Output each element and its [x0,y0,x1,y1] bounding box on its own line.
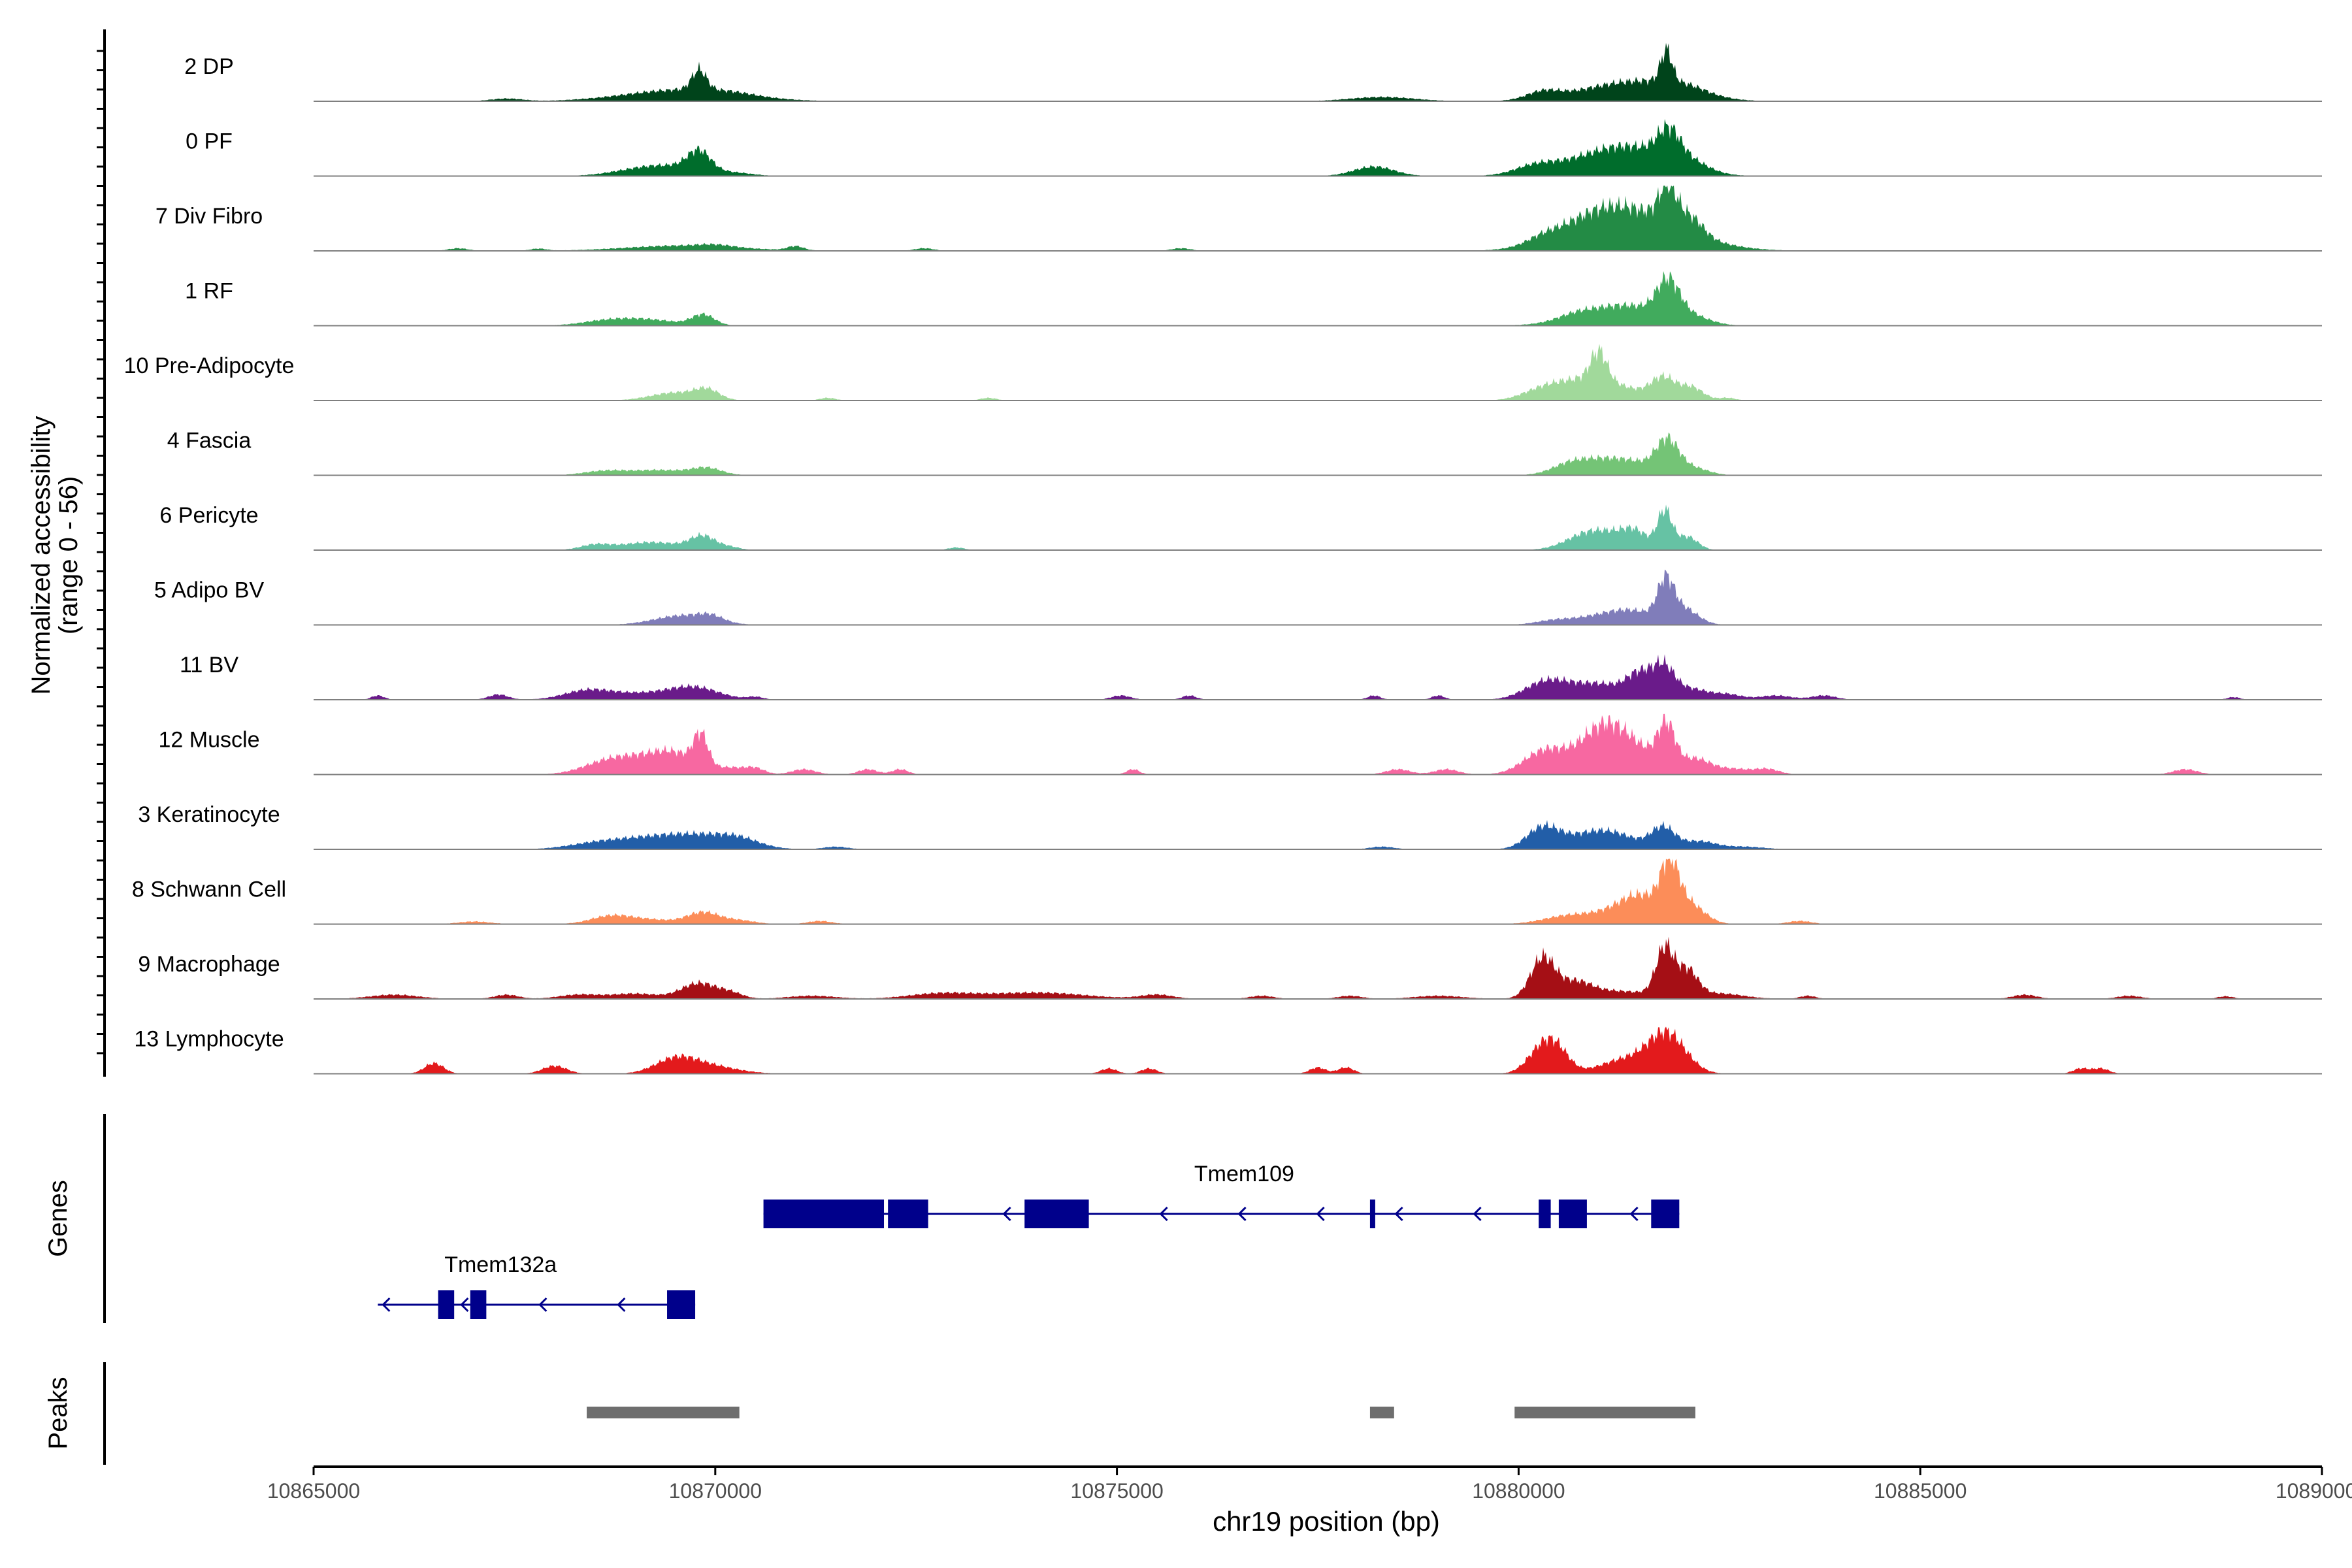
coverage-area [314,713,2322,775]
track-label: 4 Fascia [167,429,252,453]
gene-annotations: Tmem109 Tmem132a [378,1162,1680,1319]
track: 2 DP [184,42,2322,102]
genes-axis-label: Genes [44,1180,73,1257]
track-label: 13 Lymphocyte [134,1027,284,1052]
track-label: 9 Macrophage [138,952,280,977]
x-tick-label: 10870000 [669,1479,762,1503]
track: 6 Pericyte [159,503,2322,551]
track-label: 8 Schwann Cell [132,877,286,902]
track: 4 Fascia [167,429,2322,476]
x-tick-label: 10875000 [1070,1479,1163,1503]
track: 8 Schwann Cell [132,858,2322,925]
coverage-area [314,1026,2322,1074]
strand-arrow [538,1297,547,1313]
strand-arrow [1316,1206,1325,1222]
x-axis-label: chr19 position (bp) [1213,1506,1440,1537]
strand-arrow [1002,1206,1011,1222]
coverage-tracks: 2 DP 0 PF 7 Div Fibro 1 RF 10 Pre-Adipocyte 4… [124,42,2322,1075]
track-label: 5 Adipo BV [154,578,265,603]
exon-block [888,1200,928,1228]
track: 3 Keratinocyte [138,802,2322,850]
exon-block [1539,1200,1551,1228]
gene-model: Tmem109 [763,1162,1680,1228]
coverage-area [314,858,2322,924]
strand-arrow [1473,1206,1482,1222]
coverage-area [314,432,2322,476]
strand-arrow [1629,1206,1639,1222]
coverage-area [314,271,2322,326]
strand-arrow [460,1297,469,1313]
coverage-area [314,42,2322,101]
track: 9 Macrophage [138,936,2322,1000]
gene-model: Tmem132a [378,1252,696,1319]
y-axis-label-line1: Normalized accessibility [27,416,56,695]
track-label: 12 Muscle [159,728,260,753]
strand-arrow [1237,1206,1247,1222]
track-label: 11 BV [180,653,238,678]
coverage-area [314,344,2322,400]
peak-region [1514,1407,1695,1418]
x-axis-ticks: 10865000 10870000 10875000 10880000 10885000… [267,1467,2352,1503]
track-label: 0 PF [186,129,233,154]
gene-label: Tmem109 [1194,1162,1294,1186]
x-tick-label: 10885000 [1874,1479,1967,1503]
coverage-area [314,936,2322,999]
track-label: 3 Keratinocyte [138,802,280,827]
track: 7 Div Fibro [155,186,2322,252]
exon-block [470,1290,487,1319]
coverage-area [314,569,2322,625]
track-label: 2 DP [184,54,234,79]
track-label: 6 Pericyte [159,503,258,528]
track-label: 1 RF [185,279,233,304]
strand-arrow [382,1297,391,1313]
gene-label: Tmem132a [444,1252,557,1277]
track: 0 PF [186,119,2322,177]
exon-block [1558,1200,1587,1228]
x-tick-label: 10880000 [1472,1479,1565,1503]
coverage-area [314,654,2322,700]
peak-region [587,1407,740,1418]
coverage-area [314,119,2322,176]
exon-block [1651,1200,1680,1228]
coverage-area [314,504,2322,550]
track: 10 Pre-Adipocyte [124,344,2322,401]
strand-arrow [1394,1206,1403,1222]
track: 12 Muscle [159,713,2322,776]
y-axis-label-line2: (range 0 - 56) [54,476,83,634]
strand-arrow [617,1297,626,1313]
track: 5 Adipo BV [154,569,2322,626]
exon-block [763,1200,885,1228]
peaks-axis-label: Peaks [44,1377,73,1449]
peak-regions [587,1407,1695,1418]
peak-region [1369,1407,1394,1418]
track: 11 BV [180,653,2322,700]
x-tick-label: 10865000 [267,1479,360,1503]
exon-block [1369,1200,1375,1228]
coverage-area [314,186,2322,251]
coverage-area [314,820,2322,849]
exon-block [1024,1200,1089,1228]
exon-block [438,1290,455,1319]
strand-arrow [1159,1206,1168,1222]
exon-block [667,1290,696,1319]
track: 1 RF [185,271,2322,327]
track-label: 10 Pre-Adipocyte [124,353,295,378]
track: 13 Lymphocyte [134,1026,2322,1075]
x-tick-label: 10890000 [2276,1479,2352,1503]
track-label: 7 Div Fibro [155,204,263,229]
y-axis-ticks [97,50,105,1054]
